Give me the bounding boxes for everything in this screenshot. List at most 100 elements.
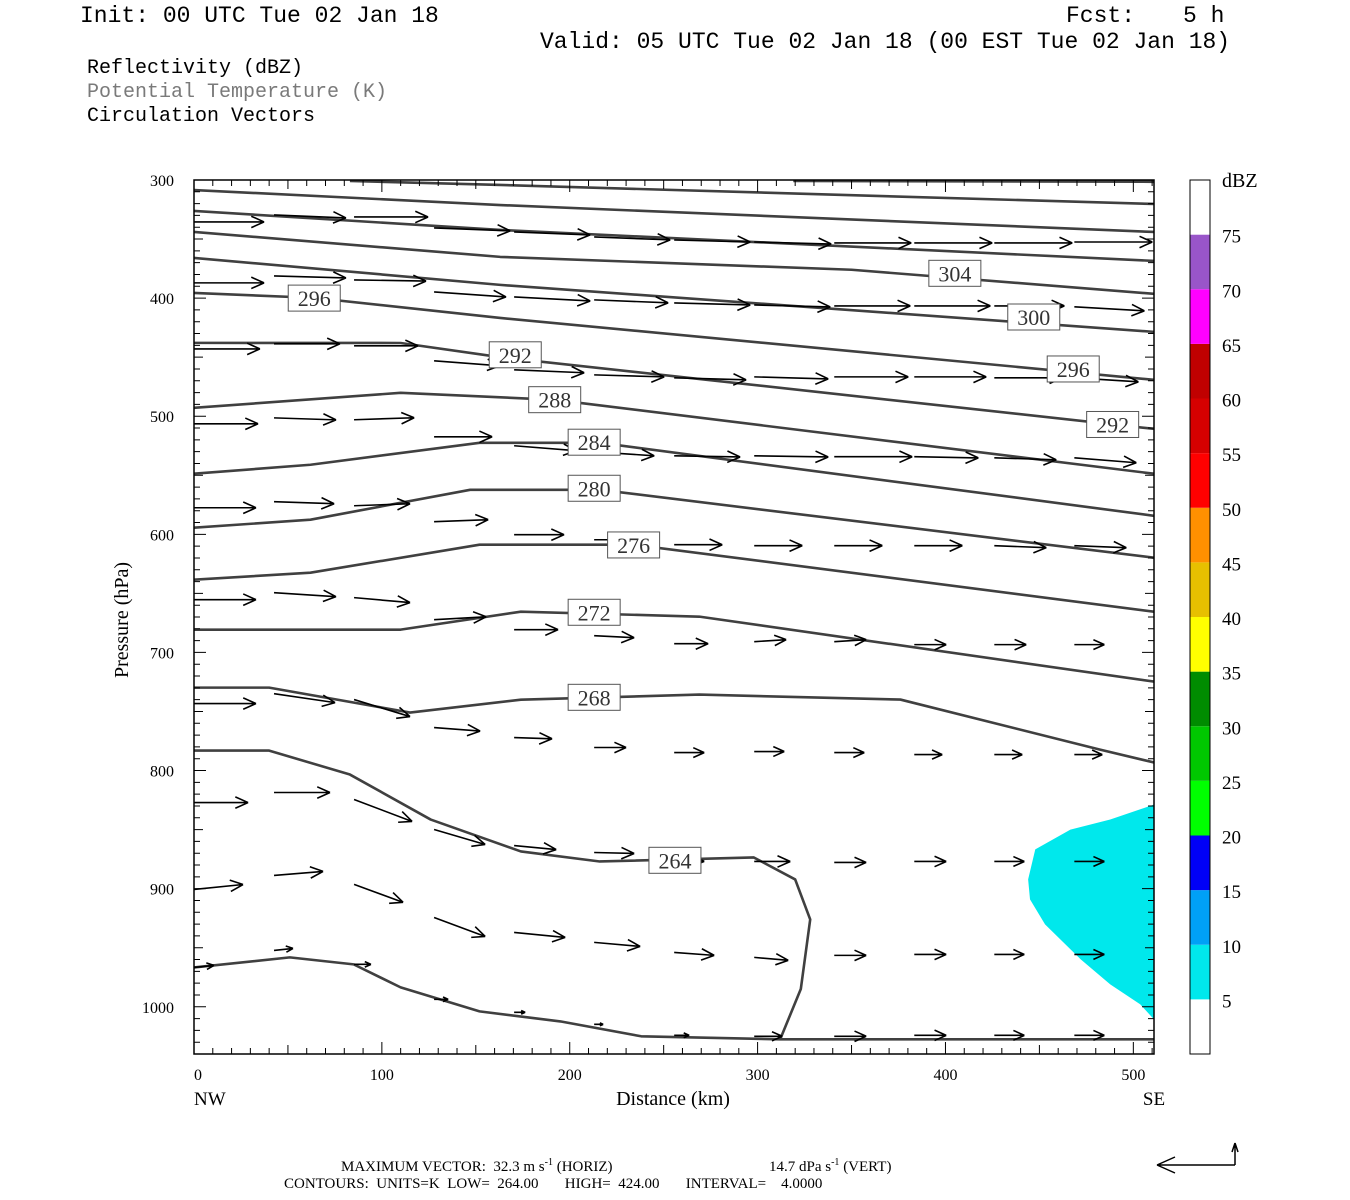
- vector-arrow: [1074, 235, 1153, 249]
- contour-label: 292: [499, 343, 532, 368]
- contour-label-box: [567, 683, 621, 711]
- colorbar-segment: [1190, 890, 1210, 945]
- vector-arrow: [754, 450, 829, 464]
- vector-arrow: [594, 938, 641, 952]
- vector-arrow: [354, 411, 415, 425]
- vector-arrow: [914, 749, 943, 760]
- vector-arrow: [194, 697, 257, 711]
- vector-arrow: [914, 948, 947, 961]
- y-tick-label: 300: [150, 173, 174, 190]
- vector-arrow: [273, 210, 347, 224]
- theta-contour-308: [194, 209, 1154, 263]
- vector-arrow: [434, 289, 507, 303]
- theta-contour-264: [194, 956, 1154, 1041]
- forecast-hour: 5 h: [1183, 3, 1225, 29]
- vector-arrow: [914, 1029, 947, 1042]
- colorbar-label: 70: [1222, 281, 1241, 302]
- vector-arrow: [273, 866, 324, 879]
- max-vector-horiz: MAXIMUM VECTOR: 32.3 m s-1 (HORIZ): [341, 1157, 613, 1176]
- colorbar-label: 45: [1222, 554, 1241, 575]
- vector-arrow: [1074, 455, 1137, 469]
- max-vector-exponent: -1: [544, 1157, 553, 1168]
- theta-contour-300: [194, 256, 1154, 334]
- vector-arrow: [1074, 540, 1127, 554]
- vector-arrow: [433, 916, 486, 939]
- vector-arrow: [353, 595, 411, 608]
- theta-contour-320: [793, 180, 1154, 184]
- colorbar-segment: [1190, 780, 1210, 836]
- contour-label-box: [607, 531, 661, 559]
- vector-arrow: [914, 638, 947, 651]
- vector-arrow: [674, 637, 709, 650]
- vector-arrow: [914, 299, 991, 313]
- vector-arrow: [1074, 855, 1105, 868]
- vector-arrow: [754, 855, 791, 868]
- vector-arrow: [1074, 749, 1103, 760]
- tick-marks: [193, 179, 1154, 1055]
- vector-arrow: [514, 623, 559, 637]
- init-time: Init: 00 UTC Tue 02 Jan 18: [80, 3, 439, 29]
- vector-arrow: [274, 271, 347, 285]
- contour-label: 296: [298, 286, 331, 311]
- vector-arrow: [353, 883, 404, 905]
- contour-label: 292: [1096, 412, 1129, 437]
- x-tick-label: 500: [1121, 1067, 1145, 1084]
- vector-arrow: [674, 1032, 690, 1039]
- contour-label-box: [528, 386, 582, 414]
- vector-arrow: [754, 372, 829, 385]
- vector-arrow: [754, 634, 787, 647]
- contour-label: 304: [938, 261, 971, 286]
- vector-arrow: [194, 593, 257, 607]
- vector-arrow: [754, 539, 803, 553]
- vector-arrow: [834, 370, 909, 384]
- vector-arrow: [194, 417, 259, 431]
- colorbar-label: 75: [1222, 227, 1241, 248]
- colorbar-segment: [1190, 343, 1210, 399]
- vector-arrow: [434, 996, 449, 1003]
- vector-arrow: [514, 528, 565, 542]
- contour-label: 280: [578, 476, 611, 501]
- y-tick-label: 400: [150, 291, 174, 308]
- vector-arrow: [914, 855, 947, 868]
- colorbar-segment: [1190, 671, 1210, 727]
- colorbar-label: 60: [1222, 391, 1241, 412]
- y-axis-label: Pressure (hPa): [111, 562, 133, 678]
- vector-arrow: [994, 855, 1025, 868]
- theta-contour-264: [194, 749, 812, 1040]
- colorbar: 5 10 15 20 25 30 35 40 45 50 55 60 65 70 75: [1189, 179, 1241, 1055]
- colorbar-segment: [1190, 617, 1210, 672]
- contour-label-box: [488, 341, 542, 369]
- vector-arrow: [754, 745, 785, 758]
- colorbar-title: dBZ: [1222, 170, 1258, 192]
- contour-label-box: [1046, 355, 1100, 383]
- y-tick-label: 600: [150, 527, 174, 544]
- contour-label: 264: [658, 848, 691, 873]
- vector-arrow: [914, 370, 987, 384]
- contour-label-box: [287, 284, 341, 312]
- theta-contour-280: [194, 488, 1154, 560]
- theta-contour-288: [194, 391, 1154, 476]
- theta-contour-292: [194, 341, 1154, 431]
- vector-arrow: [514, 443, 577, 457]
- max-vector-horiz-suffix: (HORIZ): [552, 1159, 613, 1175]
- axis-ticks: [193, 179, 1154, 1055]
- vector-arrow: [754, 300, 831, 314]
- vector-arrow: [594, 232, 671, 246]
- vector-arrow: [594, 741, 627, 754]
- vector-arrow: [514, 293, 591, 307]
- vector-arrow: [273, 692, 336, 708]
- contour-label: 296: [1057, 357, 1090, 382]
- vector-arrow: [834, 1030, 867, 1043]
- contour-label: 272: [578, 600, 611, 625]
- vector-arrow: [1074, 639, 1105, 651]
- x-tick-label: 200: [558, 1067, 582, 1084]
- vector-arrow: [994, 638, 1027, 651]
- contour-label-box: [567, 598, 621, 626]
- colorbar-label: 40: [1222, 609, 1241, 630]
- vector-arrow: [354, 274, 427, 288]
- vector-arrow: [834, 856, 867, 869]
- colorbar-label: 65: [1222, 336, 1241, 357]
- right-endpoint-label: SE: [1143, 1089, 1165, 1110]
